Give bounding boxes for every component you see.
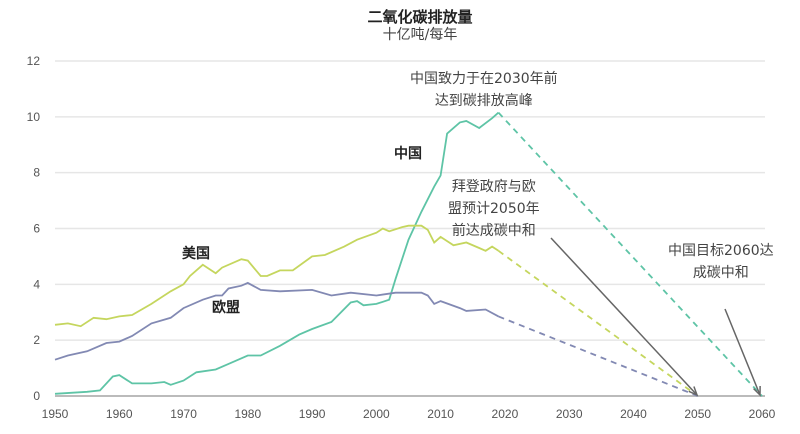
- series-label-china: 中国: [394, 146, 422, 162]
- annotation-china-neutral: 中国目标2060达 成碳中和: [668, 240, 774, 284]
- arrow-2060-head: [753, 385, 761, 397]
- x-tick-label: 1980: [234, 407, 261, 421]
- annotation-line: 达到碳排放高峰: [434, 93, 533, 109]
- y-tick-label: 8: [33, 166, 40, 180]
- projection-line-eu: [498, 315, 699, 397]
- y-tick-label: 6: [33, 222, 40, 236]
- x-tick-label: 1960: [106, 407, 133, 421]
- arrow-2060: [724, 308, 761, 396]
- x-tick-label: 2030: [556, 407, 583, 421]
- chart-subtitle: 十亿吨/每年: [382, 27, 458, 43]
- chart-title: 二氧化碳排放量: [367, 8, 473, 26]
- x-tick-label: 2010: [427, 407, 454, 421]
- series-label-us: 美国: [182, 246, 210, 262]
- arrow-2050: [550, 237, 698, 396]
- x-tick-label: 1950: [42, 407, 69, 421]
- annotation-line: 中国致力于在2030年前: [410, 71, 558, 87]
- annotation-line: 前达成碳中和: [451, 223, 536, 239]
- x-tick-label: 2040: [620, 407, 647, 421]
- x-tick-label: 2000: [363, 407, 390, 421]
- y-tick-label: 4: [33, 277, 40, 291]
- annotation-us-eu-neutral: 拜登政府与欧 盟预计2050年 前达成碳中和: [448, 176, 540, 242]
- annotation-line: 拜登政府与欧: [451, 179, 536, 195]
- arrow-2050-head: [688, 386, 699, 397]
- series-line-eu: [54, 281, 499, 361]
- series-label-eu: 欧盟: [212, 300, 240, 316]
- y-tick-label: 12: [27, 54, 41, 68]
- annotation-china-peak: 中国致力于在2030年前 达到碳排放高峰: [410, 68, 558, 112]
- projection-line-us: [497, 250, 699, 397]
- series-line-us: [54, 224, 499, 328]
- x-tick-label: 2020: [492, 407, 519, 421]
- x-tick-label: 2060: [749, 407, 776, 421]
- x-tick-label: 1990: [299, 407, 326, 421]
- y-tick-label: 2: [33, 333, 40, 347]
- series-line-china: [54, 111, 500, 395]
- y-tick-label: 0: [33, 389, 40, 403]
- projection-line-china: [497, 112, 763, 397]
- y-tick-label: 10: [27, 110, 41, 124]
- annotation-line: 盟预计2050年: [448, 201, 540, 217]
- x-tick-label: 2050: [684, 407, 711, 421]
- annotation-line: 成碳中和: [692, 265, 749, 281]
- x-tick-label: 1970: [170, 407, 197, 421]
- annotation-line: 中国目标2060达: [668, 243, 774, 259]
